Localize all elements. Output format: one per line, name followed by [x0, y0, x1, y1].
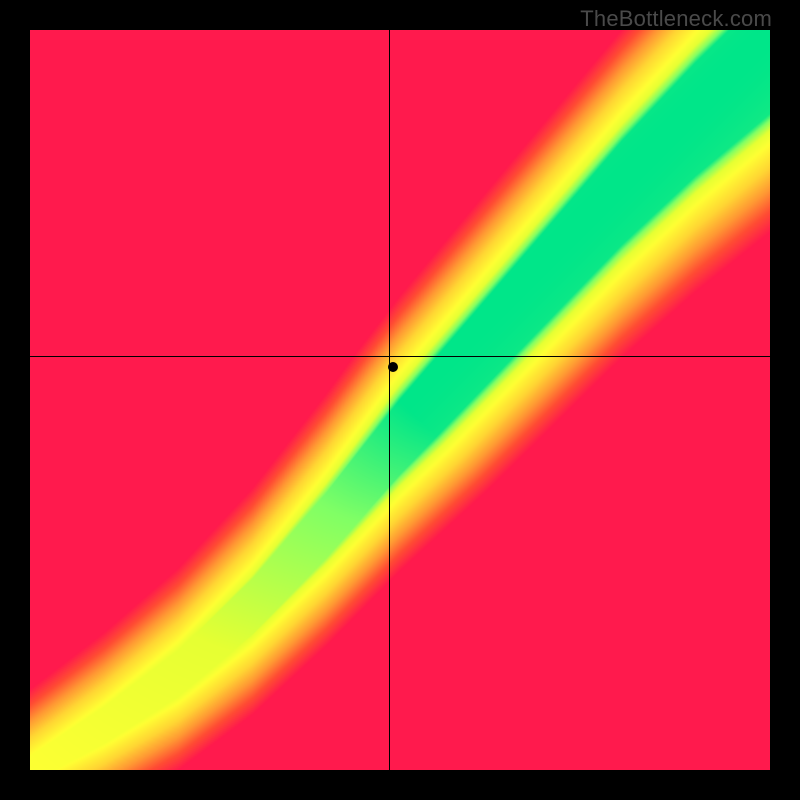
data-point-marker — [388, 362, 398, 372]
watermark-text: TheBottleneck.com — [580, 6, 772, 32]
plot-area — [30, 30, 770, 770]
crosshair-vertical — [389, 30, 390, 770]
crosshair-horizontal — [30, 356, 770, 357]
heatmap-canvas — [30, 30, 770, 770]
chart-outer-frame: TheBottleneck.com — [0, 0, 800, 800]
